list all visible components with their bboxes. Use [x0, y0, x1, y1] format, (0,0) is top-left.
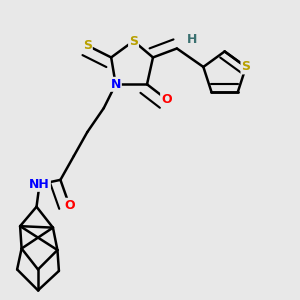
Text: S: S: [129, 34, 138, 47]
Text: S: S: [242, 60, 250, 74]
Text: N: N: [110, 78, 121, 91]
Text: NH: NH: [29, 178, 50, 191]
Text: H: H: [187, 33, 197, 46]
Text: O: O: [161, 93, 172, 106]
Text: O: O: [64, 199, 75, 212]
Text: S: S: [83, 39, 92, 52]
